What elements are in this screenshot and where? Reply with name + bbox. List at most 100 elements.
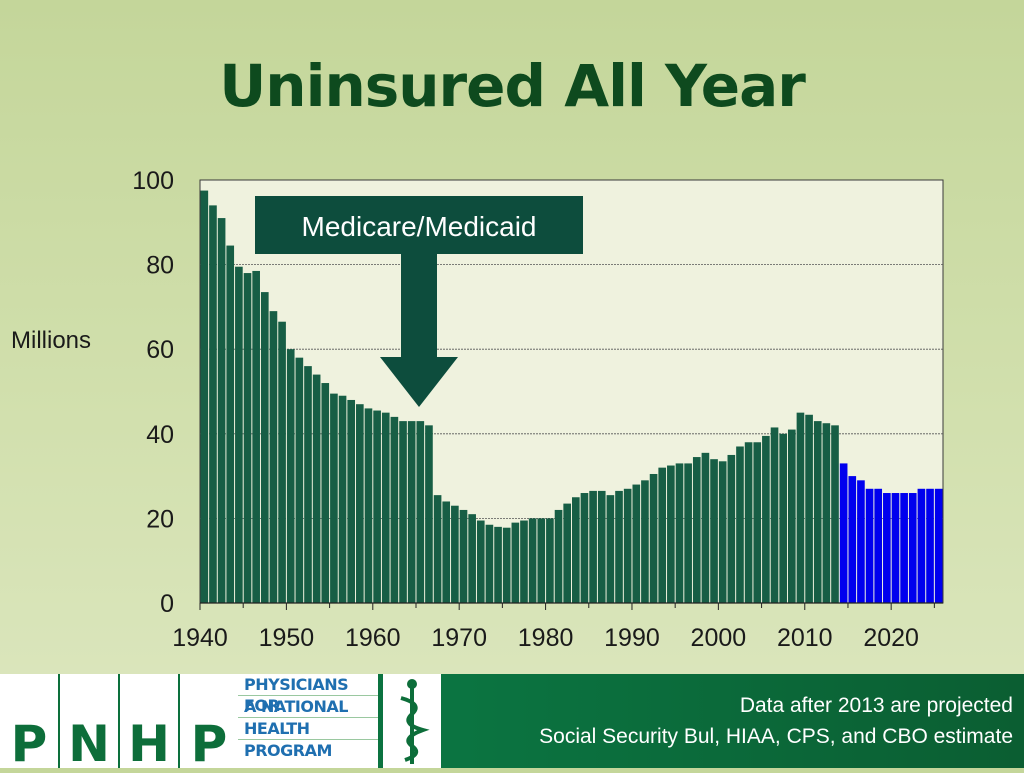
bar-2001 bbox=[727, 454, 736, 603]
bar-1974 bbox=[494, 526, 502, 603]
bar-1941 bbox=[209, 205, 217, 603]
bar-1992 bbox=[649, 473, 658, 603]
x-tick-label: 1940 bbox=[172, 624, 228, 652]
bar-1993 bbox=[658, 467, 667, 603]
bar-1961 bbox=[381, 412, 390, 603]
logo-letter-p2: P bbox=[180, 674, 238, 768]
bar-1944 bbox=[235, 266, 243, 603]
bar-1989 bbox=[623, 488, 632, 603]
bar-1975 bbox=[502, 527, 511, 603]
bar-1966 bbox=[425, 425, 433, 603]
x-tick-label: 1950 bbox=[259, 624, 315, 652]
bar-1960 bbox=[373, 410, 381, 603]
bar-2016 bbox=[857, 480, 865, 603]
bar-1997 bbox=[692, 457, 701, 603]
bar-2015 bbox=[848, 476, 857, 603]
footer-note-projection: Data after 2013 are projected bbox=[739, 694, 1013, 717]
x-tick-label: 1970 bbox=[431, 624, 487, 652]
bar-1963 bbox=[399, 421, 407, 603]
bar-1986 bbox=[597, 490, 606, 603]
bar-2021 bbox=[900, 493, 908, 603]
footer-note-sources: Social Security Bul, HIAA, CPS, and CBO … bbox=[539, 725, 1013, 748]
bar-1964 bbox=[407, 421, 416, 603]
bar-1947 bbox=[260, 292, 269, 603]
logo-line-1: PHYSICIANS FOR bbox=[238, 674, 378, 715]
bar-2023 bbox=[917, 488, 926, 603]
bar-2004 bbox=[753, 442, 762, 603]
x-tick-label: 1990 bbox=[604, 624, 660, 652]
bar-1968 bbox=[442, 501, 451, 603]
bar-2009 bbox=[796, 412, 805, 603]
bar-1991 bbox=[641, 480, 649, 603]
bar-1999 bbox=[710, 459, 718, 603]
bar-2011 bbox=[813, 421, 822, 603]
footer-banner: P N H P PHYSICIANS FOR A NATIONAL HEALTH… bbox=[0, 674, 1024, 768]
y-tick-label: 20 bbox=[146, 505, 174, 533]
bar-1954 bbox=[321, 383, 330, 603]
logo-letter-n: N bbox=[60, 674, 118, 768]
bar-2002 bbox=[736, 446, 744, 603]
logo-letter-h: H bbox=[120, 674, 178, 768]
logo-line-2: A NATIONAL bbox=[238, 696, 378, 718]
bar-1994 bbox=[667, 465, 675, 603]
x-tick-label: 1960 bbox=[345, 624, 401, 652]
bar-1958 bbox=[356, 404, 364, 603]
y-tick-label: 60 bbox=[146, 336, 174, 364]
bar-2003 bbox=[744, 442, 753, 603]
bar-1965 bbox=[416, 421, 425, 603]
bar-1995 bbox=[675, 463, 684, 603]
bar-1983 bbox=[572, 497, 580, 603]
bar-1976 bbox=[511, 522, 520, 603]
bar-1987 bbox=[606, 495, 615, 603]
y-tick-label: 80 bbox=[146, 252, 174, 280]
y-axis-label: Millions bbox=[11, 327, 92, 354]
bar-1981 bbox=[554, 509, 563, 603]
bar-2010 bbox=[805, 414, 813, 603]
bar-1949 bbox=[278, 321, 286, 603]
callout-arrow bbox=[380, 254, 458, 407]
bar-1973 bbox=[485, 524, 494, 603]
callout-label: Medicare/Medicaid bbox=[302, 211, 537, 242]
callout-box bbox=[255, 196, 583, 254]
x-tick-label: 2010 bbox=[777, 624, 833, 652]
logo-letter-p: P bbox=[0, 674, 58, 768]
x-tick-label: 2000 bbox=[691, 624, 747, 652]
bar-2024 bbox=[926, 488, 934, 603]
bar-1943 bbox=[226, 245, 235, 603]
page-title: Uninsured All Year bbox=[219, 52, 806, 120]
bar-1979 bbox=[537, 518, 546, 603]
y-tick-label: 100 bbox=[132, 167, 174, 195]
bar-1990 bbox=[632, 484, 641, 603]
bar-1948 bbox=[269, 311, 278, 603]
bar-1967 bbox=[433, 495, 442, 603]
bar-2018 bbox=[874, 488, 883, 603]
bar-1945 bbox=[243, 273, 252, 603]
bar-2025 bbox=[934, 488, 943, 603]
bar-1998 bbox=[701, 452, 710, 603]
bar-1952 bbox=[304, 366, 312, 603]
caduceus-icon bbox=[383, 674, 441, 768]
bar-2008 bbox=[787, 429, 796, 603]
logo-line-3: HEALTH bbox=[238, 718, 378, 740]
bar-1956 bbox=[338, 395, 347, 603]
bar-1969 bbox=[451, 505, 459, 603]
bar-2012 bbox=[822, 423, 831, 603]
bar-1942 bbox=[217, 218, 226, 603]
x-tick-label: 1980 bbox=[518, 624, 574, 652]
bar-2022 bbox=[908, 493, 917, 603]
bar-1953 bbox=[312, 374, 321, 603]
bar-1988 bbox=[615, 490, 623, 603]
bar-2007 bbox=[779, 433, 787, 603]
bar-1940 bbox=[200, 190, 209, 603]
bar-1977 bbox=[520, 520, 528, 603]
pnhp-logo-text: PHYSICIANS FOR A NATIONAL HEALTH PROGRAM bbox=[238, 674, 378, 768]
bar-1955 bbox=[330, 393, 338, 603]
bar-1984 bbox=[580, 493, 589, 603]
bar-2005 bbox=[762, 435, 770, 603]
bar-2000 bbox=[718, 461, 727, 603]
bar-1996 bbox=[684, 463, 692, 603]
bar-1985 bbox=[589, 490, 597, 603]
bar-1951 bbox=[295, 357, 304, 603]
bar-1950 bbox=[286, 349, 295, 603]
y-tick-label: 0 bbox=[160, 590, 174, 618]
